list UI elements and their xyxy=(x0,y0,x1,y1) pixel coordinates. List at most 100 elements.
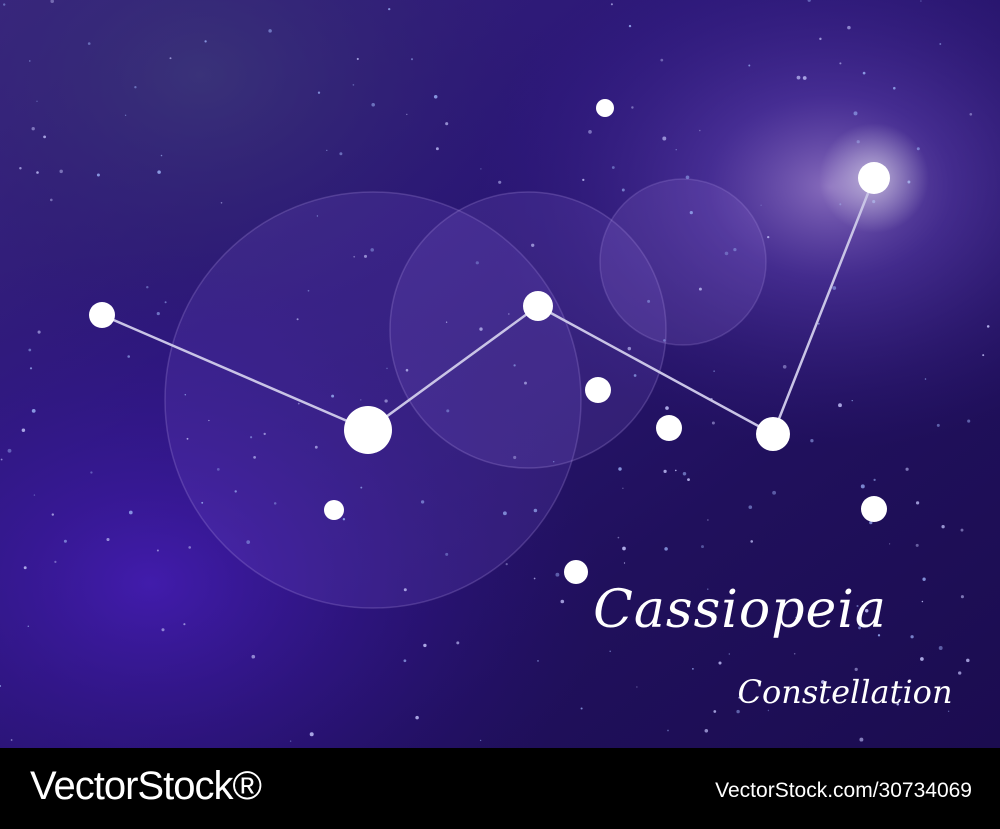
background-star xyxy=(860,484,865,489)
background-star xyxy=(251,654,256,659)
background-star xyxy=(106,537,110,542)
background-star xyxy=(446,409,450,413)
background-star xyxy=(713,370,715,372)
background-star xyxy=(807,0,811,2)
background-star xyxy=(208,419,210,422)
star xyxy=(596,99,614,117)
background-star xyxy=(817,322,820,325)
background-star xyxy=(969,112,973,116)
background-star xyxy=(505,562,508,566)
background-star xyxy=(728,653,730,655)
watermark-bar: VectorStock® VectorStock.com/30734069 xyxy=(0,748,1000,829)
background-star xyxy=(339,152,343,156)
background-star xyxy=(627,346,632,351)
background-star xyxy=(50,0,54,3)
background-star xyxy=(862,71,866,75)
background-star xyxy=(877,634,881,637)
background-star xyxy=(29,60,31,62)
background-star xyxy=(864,608,869,613)
background-star xyxy=(610,3,613,6)
background-star xyxy=(795,616,797,619)
background-star xyxy=(611,166,615,169)
background-star xyxy=(23,566,27,570)
background-star xyxy=(938,646,943,650)
background-star xyxy=(96,173,100,177)
background-star xyxy=(29,367,33,370)
image-id-text: VectorStock.com/30734069 xyxy=(715,779,972,802)
background-star xyxy=(819,37,822,41)
background-star xyxy=(663,469,667,474)
background-star xyxy=(631,106,634,109)
background-star xyxy=(915,501,920,505)
background-star xyxy=(253,456,256,459)
background-star xyxy=(405,368,409,372)
background-star xyxy=(588,130,592,134)
sky-canvas xyxy=(0,0,1000,748)
background-star xyxy=(939,43,942,45)
night-sky xyxy=(0,0,1000,748)
background-star xyxy=(920,657,924,661)
background-star xyxy=(184,394,187,396)
background-star xyxy=(435,147,439,151)
background-star xyxy=(922,577,926,581)
background-star xyxy=(986,325,990,328)
background-star xyxy=(767,709,770,712)
background-star xyxy=(704,729,709,733)
background-star xyxy=(403,659,407,663)
background-star xyxy=(782,364,787,369)
background-star xyxy=(896,702,900,706)
background-star xyxy=(513,455,517,460)
background-star xyxy=(28,348,32,352)
background-star xyxy=(234,490,237,493)
background-star xyxy=(307,289,310,292)
background-star xyxy=(915,543,919,547)
background-star xyxy=(128,510,133,515)
star-schedar xyxy=(756,417,790,451)
background-star xyxy=(854,667,858,672)
background-star xyxy=(479,327,483,331)
background-star xyxy=(316,215,319,217)
star-caph xyxy=(858,162,890,194)
background-star xyxy=(186,437,189,440)
background-star xyxy=(760,204,762,206)
background-star xyxy=(54,560,57,564)
background-star xyxy=(127,355,131,358)
background-star xyxy=(27,625,30,628)
background-star xyxy=(580,707,583,710)
background-star xyxy=(157,170,161,174)
background-star xyxy=(701,545,704,549)
star xyxy=(564,560,588,584)
background-star xyxy=(905,467,909,471)
background-star xyxy=(415,715,419,720)
background-star xyxy=(633,374,637,377)
background-star xyxy=(920,0,922,2)
background-star xyxy=(386,367,388,370)
background-star xyxy=(0,458,3,461)
background-star xyxy=(36,171,39,174)
star xyxy=(324,500,344,520)
background-star xyxy=(889,543,891,545)
star xyxy=(861,496,887,522)
background-star xyxy=(289,740,292,742)
background-star xyxy=(628,24,632,28)
background-star xyxy=(531,243,535,247)
constellation-stars xyxy=(89,162,890,454)
background-star xyxy=(647,299,651,303)
background-star xyxy=(674,469,677,472)
background-star xyxy=(156,549,159,552)
background-star xyxy=(821,680,825,684)
background-star xyxy=(410,58,414,61)
background-star xyxy=(738,696,741,699)
background-star xyxy=(802,76,807,80)
background-star xyxy=(479,739,482,742)
background-star xyxy=(513,364,516,367)
background-star xyxy=(352,84,355,86)
background-star xyxy=(216,468,220,471)
background-star xyxy=(617,536,620,539)
background-star xyxy=(793,653,796,655)
background-star xyxy=(371,103,375,107)
background-star xyxy=(134,86,137,89)
background-star xyxy=(220,202,223,204)
background-star xyxy=(537,660,539,662)
